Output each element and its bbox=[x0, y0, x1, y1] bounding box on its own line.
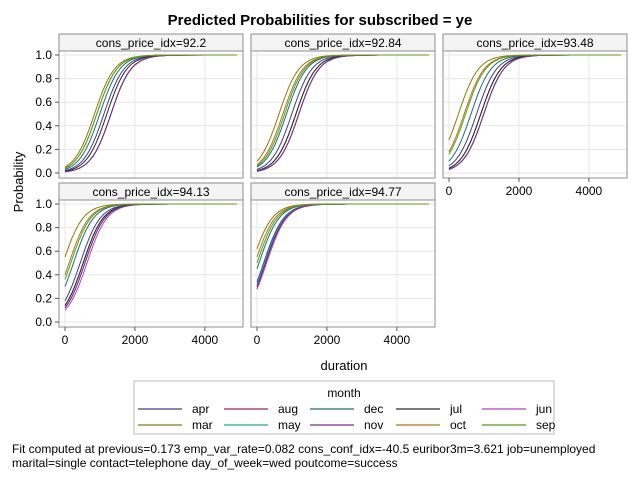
panel: cons_price_idx=94.77 0 2000 4000 bbox=[250, 182, 436, 347]
legend-item-jun: jun bbox=[482, 402, 552, 416]
panel-label: cons_price_idx=94.13 bbox=[92, 185, 209, 199]
legend-item-aug: aug bbox=[224, 402, 298, 416]
y-tick-label: 0.6 bbox=[35, 244, 52, 258]
panel: cons_price_idx=92.2 0.0 0.2 0.4 0.6 0.8 1.0 bbox=[35, 33, 244, 180]
y-tick-label: 0.8 bbox=[35, 72, 52, 86]
plot-area bbox=[442, 50, 628, 179]
y-tick-label: 0.8 bbox=[35, 221, 52, 235]
legend-item-apr: apr bbox=[138, 402, 209, 416]
plot-area bbox=[58, 199, 244, 328]
legend-label: aug bbox=[278, 402, 298, 416]
y-tick-label: 0.0 bbox=[35, 166, 52, 180]
y-tick-label: 0.2 bbox=[35, 291, 52, 305]
legend-item-oct: oct bbox=[396, 418, 467, 432]
panel-label: cons_price_idx=92.84 bbox=[284, 36, 401, 50]
x-tick-label: 0 bbox=[254, 333, 261, 347]
legend-title: month bbox=[327, 386, 360, 400]
x-tick-label: 2000 bbox=[122, 333, 149, 347]
legend-item-may: may bbox=[224, 418, 301, 432]
legend-label: mar bbox=[192, 418, 213, 432]
panel: cons_price_idx=93.48 0 2000 4000 bbox=[442, 33, 628, 198]
plot-area bbox=[250, 50, 436, 179]
legend-item-sep: sep bbox=[482, 418, 556, 432]
legend-label: oct bbox=[450, 418, 467, 432]
legend-label: dec bbox=[364, 402, 383, 416]
panel-label: cons_price_idx=92.2 bbox=[96, 36, 207, 50]
x-tick-label: 4000 bbox=[384, 333, 411, 347]
x-tick-label: 0 bbox=[446, 184, 453, 198]
y-tick-label: 1.0 bbox=[35, 48, 52, 62]
fit-footnote: Fit computed at previous=0.173 emp_var_r… bbox=[12, 442, 596, 470]
legend-label: nov bbox=[364, 418, 383, 432]
panel: cons_price_idx=92.84 bbox=[250, 33, 436, 179]
series-line-nov bbox=[256, 54, 429, 172]
y-tick-label: 0.0 bbox=[35, 315, 52, 329]
x-tick-label: 4000 bbox=[576, 184, 603, 198]
legend-item-dec: dec bbox=[310, 402, 383, 416]
legend-label: sep bbox=[536, 418, 556, 432]
series-line-sep bbox=[64, 54, 237, 169]
series-line-sep bbox=[448, 54, 621, 155]
y-tick-label: 0.2 bbox=[35, 142, 52, 156]
legend-label: may bbox=[278, 418, 301, 432]
panel-grid: cons_price_idx=92.20.00.20.40.60.81.0con… bbox=[35, 33, 628, 347]
legend-label: jul bbox=[449, 402, 462, 416]
x-tick-label: 0 bbox=[62, 333, 69, 347]
series-line-sep bbox=[64, 203, 237, 280]
y-axis-label: Probability bbox=[11, 151, 26, 212]
legend-items: apr aug dec jul jun mar may nov oct sep bbox=[138, 402, 556, 432]
plot-area bbox=[58, 50, 244, 179]
x-tick-label: 2000 bbox=[506, 184, 533, 198]
legend: month apr aug dec jul jun mar may nov oct sep bbox=[133, 380, 556, 435]
y-tick-label: 1.0 bbox=[35, 197, 52, 211]
chart-title: Predicted Probabilities for subscribed =… bbox=[168, 12, 473, 29]
legend-label: apr bbox=[192, 402, 209, 416]
x-axis-label: duration bbox=[321, 358, 368, 373]
legend-item-jul: jul bbox=[396, 402, 462, 416]
y-tick-label: 0.6 bbox=[35, 95, 52, 109]
series-line-nov bbox=[64, 54, 237, 173]
x-tick-label: 2000 bbox=[314, 333, 341, 347]
x-tick-label: 4000 bbox=[192, 333, 219, 347]
panel: cons_price_idx=94.13 0.0 0.2 0.4 0.6 0.8 1.0 0 2… bbox=[35, 182, 244, 347]
legend-item-nov: nov bbox=[310, 418, 383, 432]
legend-item-mar: mar bbox=[138, 418, 213, 432]
y-tick-label: 0.4 bbox=[35, 268, 52, 282]
y-tick-label: 0.4 bbox=[35, 119, 52, 133]
panel-label: cons_price_idx=94.77 bbox=[284, 185, 401, 199]
legend-label: jun bbox=[535, 402, 552, 416]
series-line-sep bbox=[256, 54, 429, 167]
series-line-sep bbox=[256, 203, 429, 264]
panel-label: cons_price_idx=93.48 bbox=[476, 36, 593, 50]
